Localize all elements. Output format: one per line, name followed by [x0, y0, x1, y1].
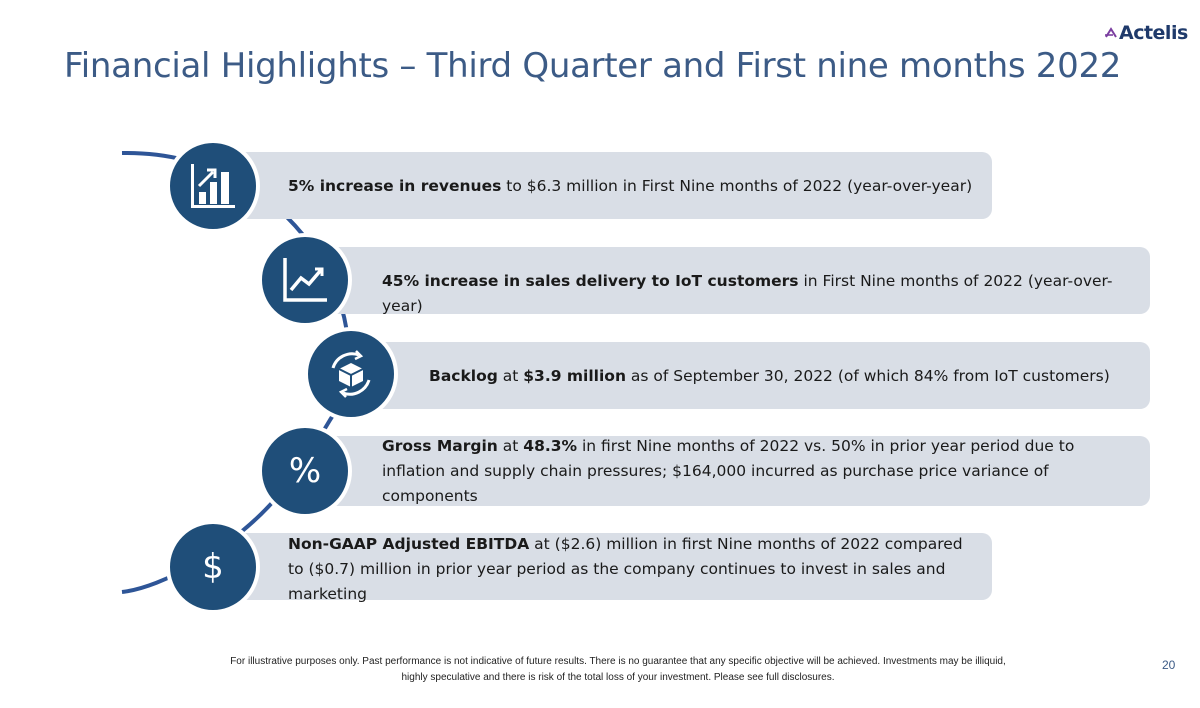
highlight-bar-revenue — [230, 152, 992, 219]
dollar-icon: $ — [202, 547, 224, 587]
highlight-text-ebitda: Non-GAAP Adjusted EBITDA at ($2.6) milli… — [288, 535, 963, 603]
highlight-text-revenue: 5% increase in revenues to $6.3 million … — [288, 177, 973, 195]
logo-text: Actelis — [1119, 22, 1188, 44]
highlight-text-backlog: Backlog at $3.9 million as of September … — [429, 367, 1110, 385]
line-chart-up-icon — [283, 258, 327, 302]
page-title: Financial Highlights – Third Quarter and… — [64, 46, 1122, 86]
margin-icon-circle: % — [258, 424, 352, 518]
highlight-text-iot: 45% increase in sales delivery to IoT cu… — [382, 272, 1113, 315]
highlight-bar-ebitda — [230, 533, 992, 600]
highlight-bar-iot — [316, 247, 1150, 314]
backlog-icon-circle — [304, 327, 398, 421]
iot-icon-circle — [258, 233, 352, 327]
highlight-text-margin: Gross Margin at 48.3% in first Nine mont… — [382, 437, 1075, 505]
percent-icon: % — [288, 451, 322, 491]
company-logo: Actelis — [1104, 20, 1188, 46]
page-number: 20 — [1162, 658, 1176, 672]
footer-disclaimer: For illustrative purposes only. Past per… — [230, 656, 1006, 683]
ebitda-icon-circle: $ — [166, 520, 260, 614]
highlight-bar-backlog — [358, 342, 1150, 409]
bar-chart-up-icon — [191, 164, 235, 208]
revenue-icon-circle — [166, 139, 260, 233]
highlight-bar-margin — [316, 436, 1150, 506]
logo-mark-icon — [1105, 27, 1117, 38]
box-cycle-icon — [331, 350, 371, 398]
